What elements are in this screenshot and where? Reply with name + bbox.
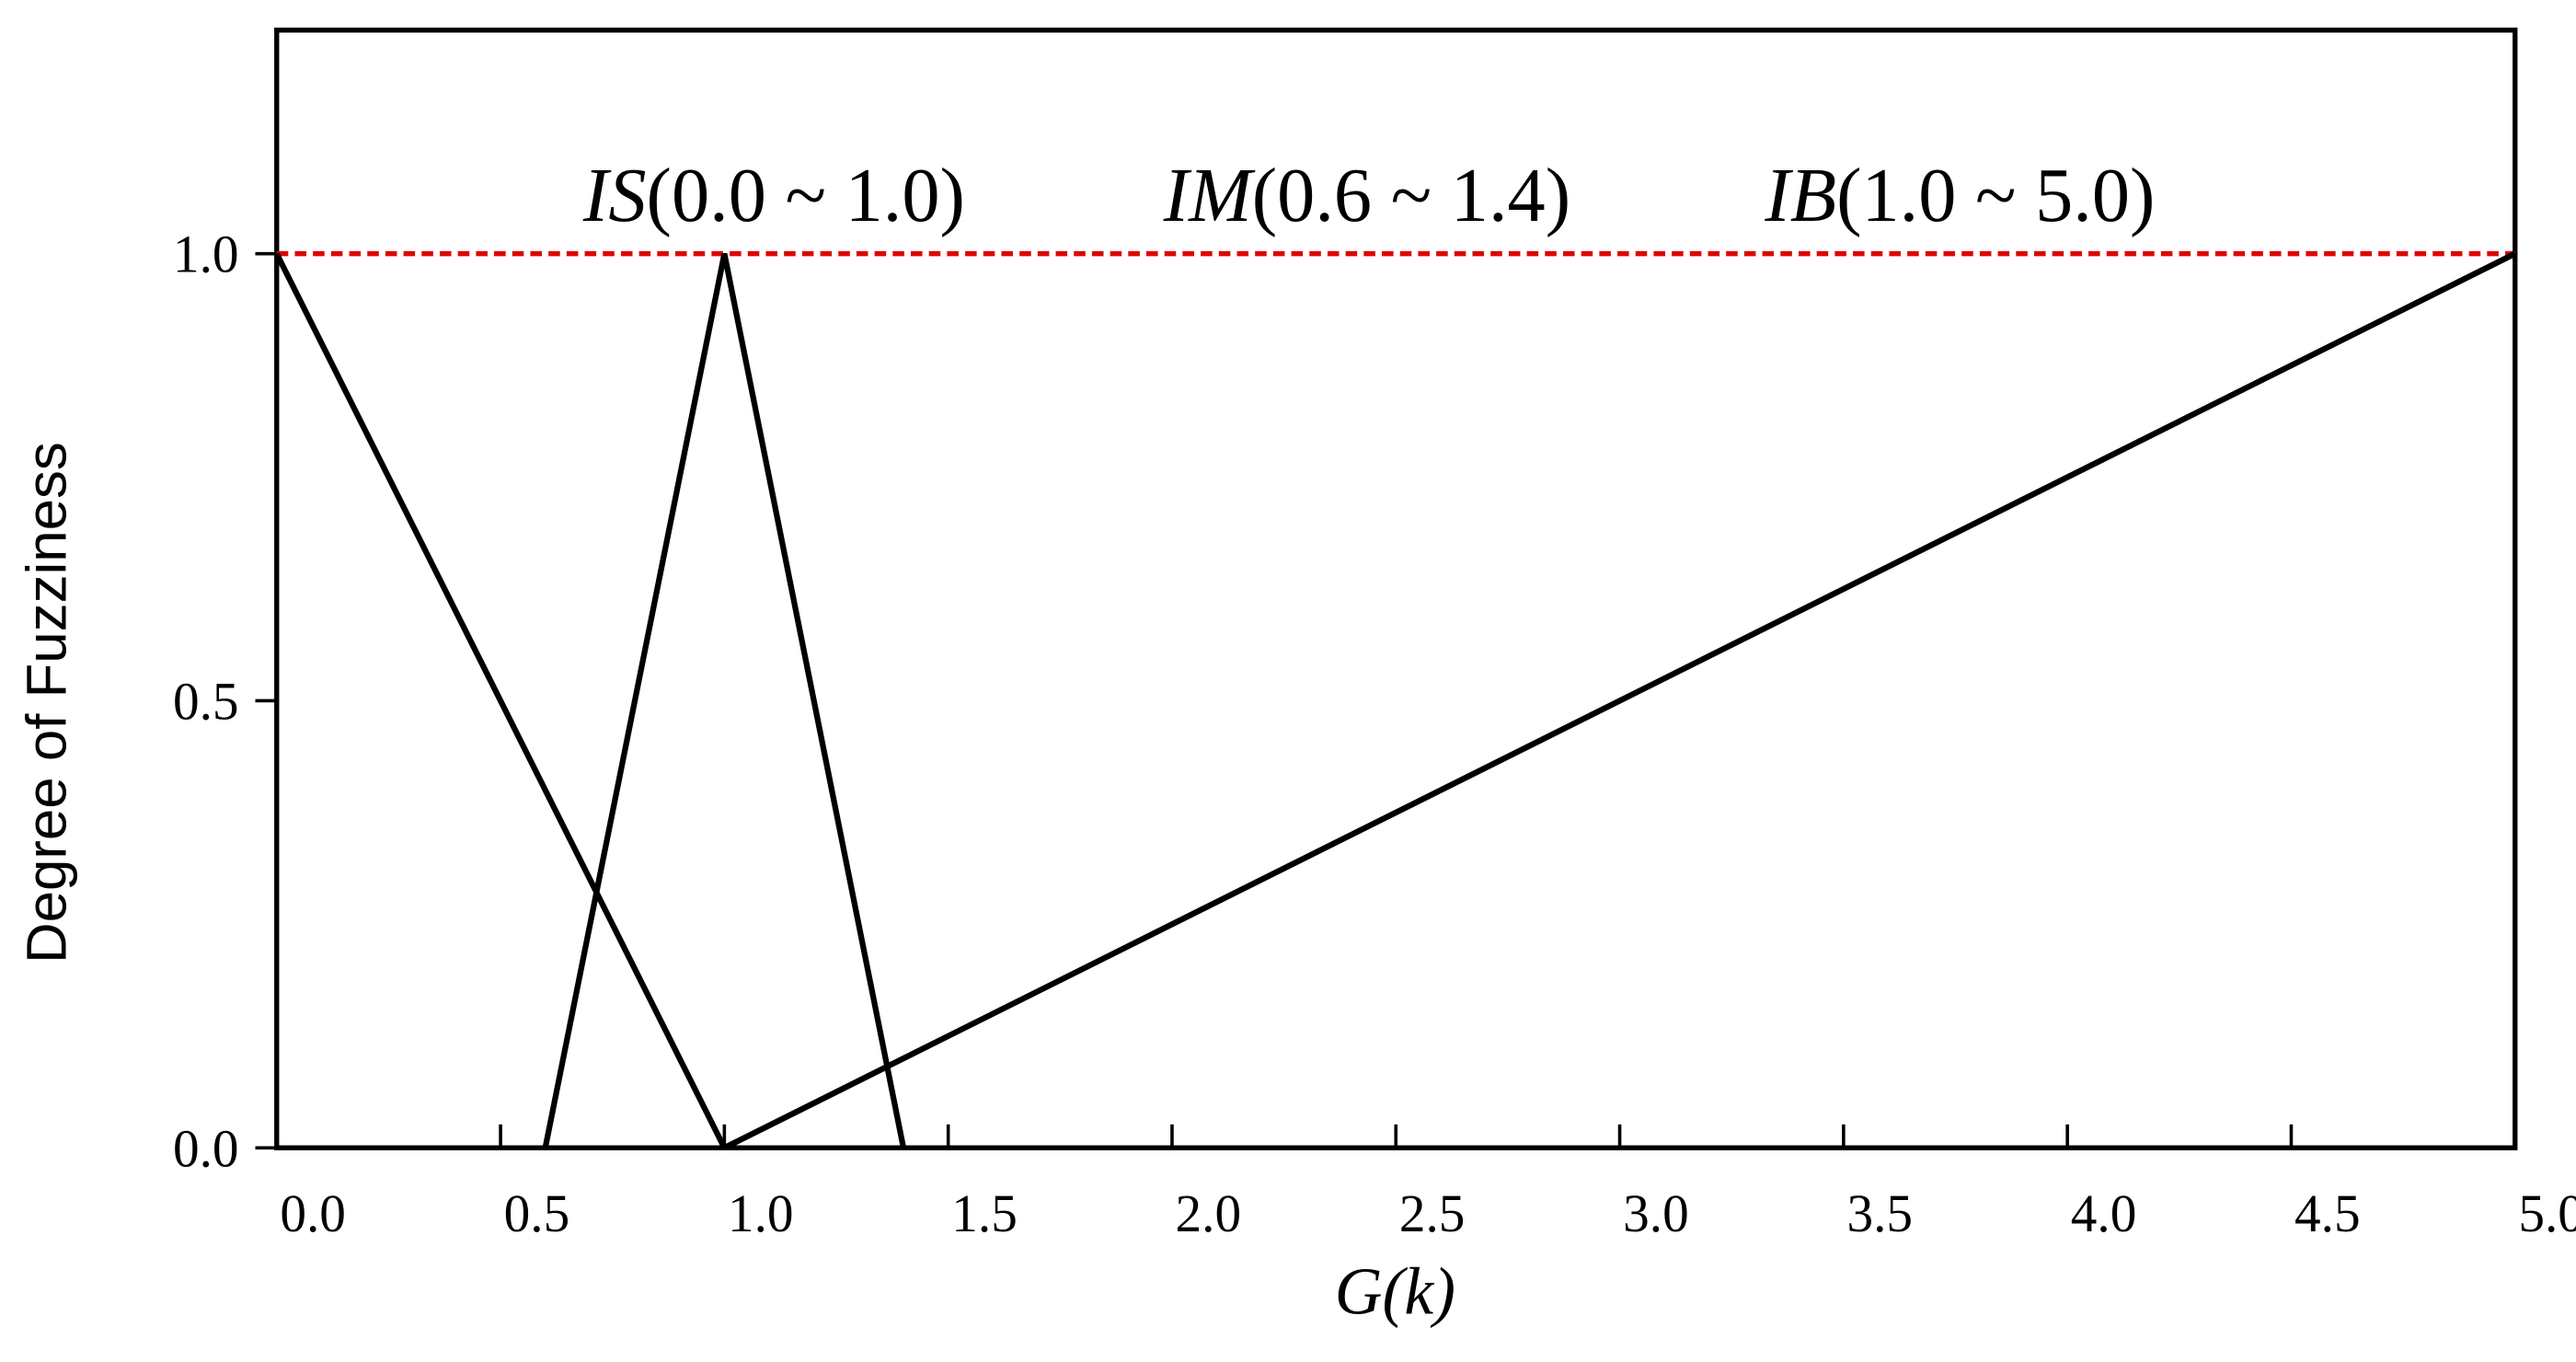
x-tick-label: 1.5 <box>951 1185 1018 1243</box>
x-tick-label: 2.5 <box>1399 1185 1466 1243</box>
series-name: IM <box>1163 152 1256 237</box>
x-tick-label: 2.0 <box>1176 1185 1242 1243</box>
y-axis-label: Degree of Fuzziness <box>15 442 77 964</box>
x-tick-label: 0.0 <box>280 1185 346 1243</box>
series-range: (1.0 ~ 5.0) <box>1836 152 2155 237</box>
series-line <box>542 253 907 1148</box>
series-name: IB <box>1764 152 1836 237</box>
y-tick-label: 0.0 <box>173 1120 239 1178</box>
series-annotation: IB(1.0 ~ 5.0) <box>1764 152 2155 237</box>
series-range: (0.0 ~ 1.0) <box>647 152 965 237</box>
x-tick-label: 4.0 <box>2071 1185 2137 1243</box>
y-tick-label: 0.5 <box>173 673 239 731</box>
x-tick-label: 5.0 <box>2518 1185 2576 1243</box>
x-tick-label: 3.5 <box>1846 1185 1913 1243</box>
x-tick-label: 1.0 <box>728 1185 794 1243</box>
series-name: IS <box>582 152 647 237</box>
x-tick-label: 0.5 <box>504 1185 570 1243</box>
series-annotation: IS(0.0 ~ 1.0) <box>582 152 965 237</box>
series-line <box>722 250 2517 1151</box>
series-annotation: IM(0.6 ~ 1.4) <box>1163 152 1570 237</box>
series-line <box>273 252 728 1149</box>
y-tick-label: 1.0 <box>173 225 239 283</box>
series-range: (0.6 ~ 1.4) <box>1252 152 1570 237</box>
x-axis-label: G(k) <box>1335 1254 1455 1329</box>
x-tick-label: 4.5 <box>2294 1185 2361 1243</box>
x-tick-label: 3.0 <box>1623 1185 1689 1243</box>
